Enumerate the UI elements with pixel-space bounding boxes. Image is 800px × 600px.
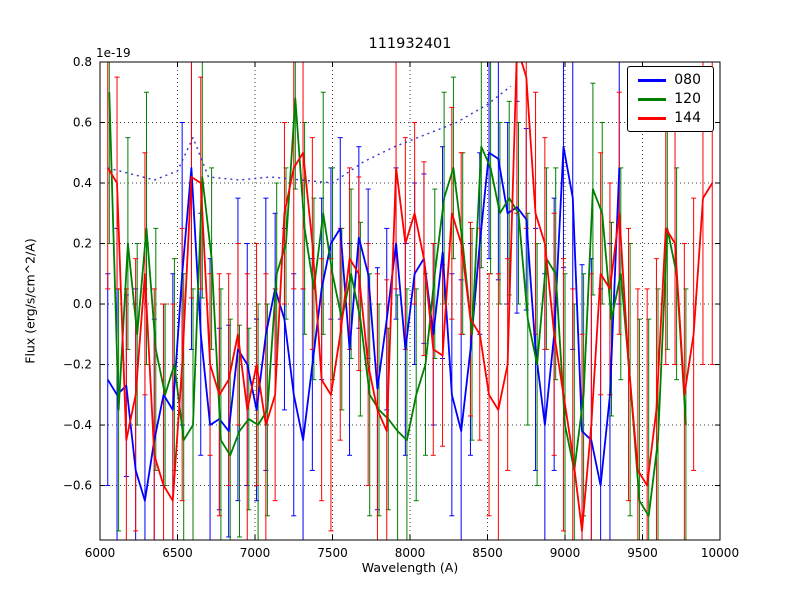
series-line-080	[107, 145, 621, 502]
legend: 080 120 144	[627, 66, 714, 132]
chart-title: 111932401	[368, 36, 452, 52]
legend-label: 120	[674, 91, 701, 107]
x-tick-label: 7500	[317, 546, 348, 560]
x-tick-label: 10000	[701, 546, 739, 560]
legend-line-swatch	[638, 78, 667, 82]
y-tick-label: 0.2	[73, 237, 92, 251]
x-tick-label: 6000	[85, 546, 116, 560]
legend-line-swatch	[638, 97, 667, 101]
series-line-120	[108, 92, 687, 517]
y-tick-label: −0.4	[63, 418, 92, 432]
y-tick-label: 0.8	[73, 55, 92, 69]
x-tick-label: 8000	[395, 546, 426, 560]
y-tick-label: 0.0	[73, 297, 92, 311]
x-tick-label: 6500	[162, 546, 193, 560]
x-axis-label: Wavelength (A)	[361, 560, 459, 575]
x-tick-label: 7000	[240, 546, 271, 560]
y-axis-offset-label: 1e-19	[96, 46, 131, 60]
y-tick-label: 0.4	[73, 176, 92, 190]
y-tick-label: −0.2	[63, 358, 92, 372]
x-tick-label: 9000	[550, 546, 581, 560]
y-tick-label: −0.6	[63, 479, 92, 493]
legend-line-swatch	[638, 116, 667, 120]
legend-item-144: 144	[638, 110, 701, 126]
legend-label: 080	[674, 72, 701, 88]
legend-item-080: 080	[638, 72, 701, 88]
x-tick-label: 8500	[472, 546, 503, 560]
series-line-144	[107, 62, 714, 532]
x-tick-label: 9500	[627, 546, 658, 560]
legend-item-120: 120	[638, 91, 701, 107]
y-tick-label: 0.6	[73, 116, 92, 130]
legend-label: 144	[674, 110, 701, 126]
series-line-sky-dotted	[107, 85, 512, 184]
